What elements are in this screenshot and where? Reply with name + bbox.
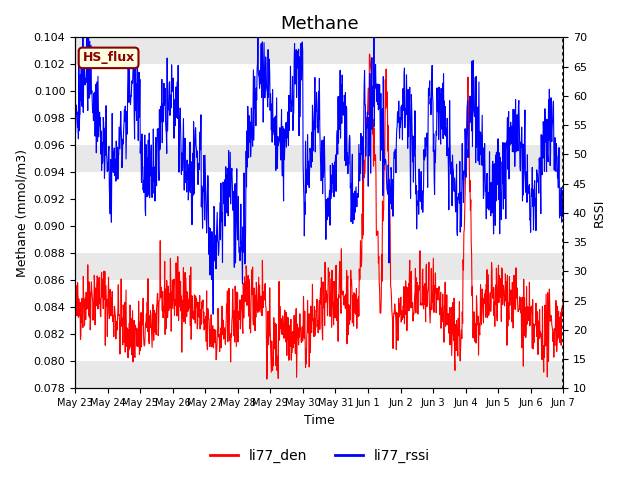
- X-axis label: Time: Time: [304, 414, 335, 427]
- Y-axis label: Methane (mmol/m3): Methane (mmol/m3): [15, 149, 28, 277]
- Y-axis label: RSSI: RSSI: [593, 199, 605, 227]
- Bar: [75, 361, 563, 388]
- Legend: li77_den, li77_rssi: li77_den, li77_rssi: [204, 443, 436, 468]
- Title: Methane: Methane: [280, 15, 358, 33]
- Bar: [75, 145, 563, 172]
- Bar: [75, 37, 563, 64]
- Text: HS_flux: HS_flux: [83, 51, 135, 64]
- Bar: [75, 253, 563, 280]
